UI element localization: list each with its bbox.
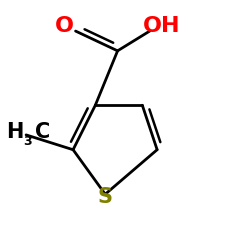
Text: H: H [6, 122, 24, 142]
Text: C: C [35, 122, 50, 142]
Text: S: S [98, 187, 113, 207]
Text: O: O [55, 16, 74, 36]
Text: 3: 3 [23, 134, 32, 147]
Text: OH: OH [143, 16, 181, 36]
